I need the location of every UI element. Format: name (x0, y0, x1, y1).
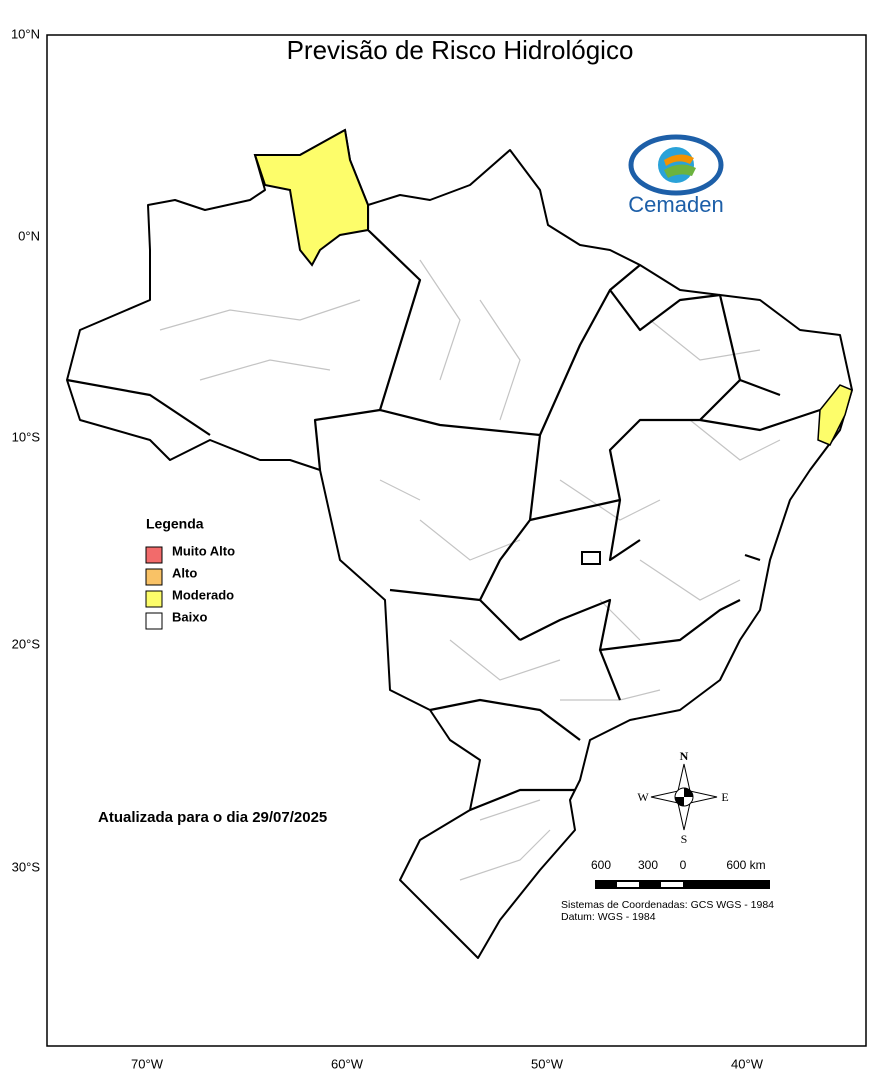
latitude-labels: 10°N 0°N 10°S 20°S 30°S (11, 26, 40, 874)
longitude-labels: 70°W 60°W 50°W 40°W (131, 1056, 764, 1071)
coordinate-system: Sistemas de Coordenadas: GCS WGS - 1984 (561, 899, 774, 911)
compass-e: E (721, 790, 728, 804)
legend-title: Legenda (146, 516, 204, 532)
lon-label: 60°W (331, 1056, 364, 1071)
lon-label: 70°W (131, 1056, 164, 1071)
lat-label: 0°N (18, 228, 40, 243)
legend-label: Moderado (172, 587, 234, 602)
lat-label: 20°S (12, 636, 41, 651)
compass-w: W (637, 790, 649, 804)
scale-label: 600 (591, 858, 611, 872)
lon-label: 40°W (731, 1056, 764, 1071)
legend-swatch (145, 568, 163, 586)
map-title: Previsão de Risco Hidrológico (287, 35, 634, 65)
brazil (66, 128, 853, 959)
datum: Datum: WGS - 1984 (561, 911, 656, 923)
legend-label: Muito Alto (172, 543, 235, 558)
logo-text: Cemaden (628, 192, 723, 217)
municipal-borders (159, 259, 781, 881)
lat-label: 30°S (12, 859, 41, 874)
region-moderate (253, 128, 369, 267)
scale-bar: 600 300 0 600 km Sistemas de Coordenadas… (561, 858, 774, 923)
lat-label: 10°N (11, 26, 40, 41)
legend-label: Alto (172, 565, 197, 580)
legend: Legenda Muito Alto Alto Moderado Baixo (145, 516, 235, 630)
lon-label: 50°W (531, 1056, 564, 1071)
lat-label: 10°S (12, 429, 41, 444)
scale-label: 0 (680, 858, 687, 872)
legend-label: Baixo (172, 609, 207, 624)
compass-n: N (680, 749, 689, 763)
legend-swatch (145, 612, 163, 630)
scale-label: 300 (638, 858, 658, 872)
region-moderate (817, 384, 853, 446)
state-borders (66, 205, 821, 812)
legend-swatch (145, 590, 163, 608)
compass: N E S W (637, 749, 728, 846)
logo: Cemaden (628, 134, 724, 217)
scale-label: 600 km (726, 858, 765, 872)
compass-s: S (681, 832, 688, 846)
federal-district (581, 551, 601, 565)
update-note: Atualizada para o dia 29/07/2025 (98, 809, 327, 826)
legend-swatch (145, 546, 163, 564)
